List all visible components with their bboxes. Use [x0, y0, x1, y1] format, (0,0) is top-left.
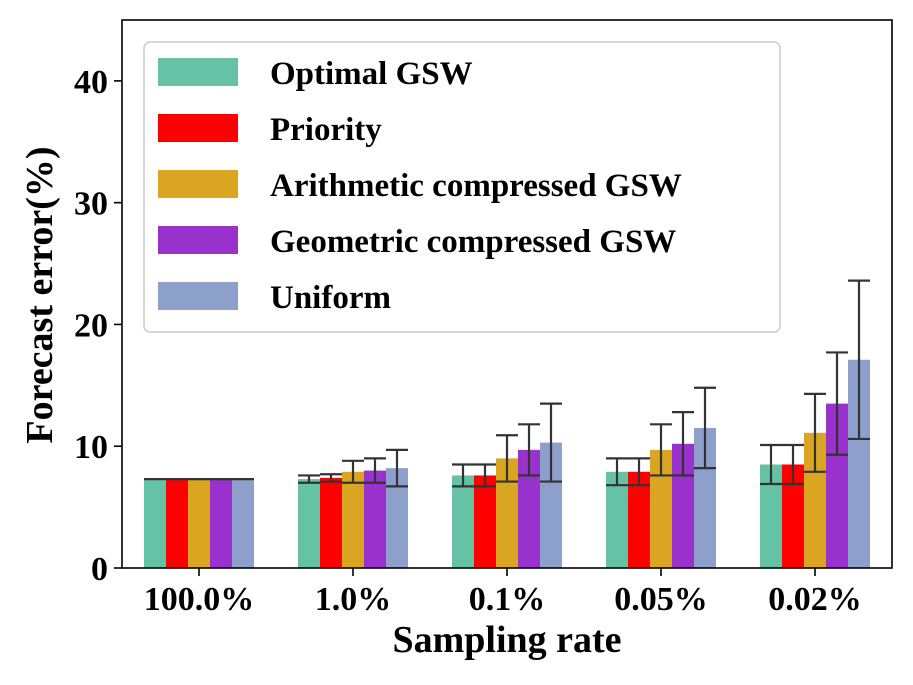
- series-arithmetic-compressed-gsw: [188, 392, 826, 568]
- bar: [518, 449, 540, 568]
- bar: [694, 427, 716, 568]
- legend: Optimal GSW Priority Arithmetic compressed…: [143, 41, 781, 333]
- legend-entry: Uniform: [270, 280, 391, 316]
- legend-swatch: [158, 114, 238, 142]
- x-tick-label: 1.0%: [315, 581, 392, 618]
- x-tick-label: 0.1%: [469, 581, 546, 618]
- legend-entry: Optimal GSW: [270, 56, 473, 92]
- legend-entry: Priority: [270, 112, 382, 148]
- legend-frame: [143, 41, 781, 333]
- x-tick-label: 0.05%: [614, 581, 708, 618]
- legend-swatch: [158, 58, 238, 86]
- bar: [452, 475, 474, 568]
- legend-entry: Geometric compressed GSW: [270, 224, 676, 260]
- bar: [364, 470, 386, 568]
- bar: [782, 464, 804, 568]
- bar: [606, 471, 628, 568]
- y-axis-label: Forecast error(%): [19, 146, 61, 443]
- bar: [826, 403, 848, 568]
- legend-entry: Arithmetic compressed GSW: [270, 168, 682, 204]
- y-tick-label: 0: [91, 551, 108, 588]
- bar: [496, 458, 518, 568]
- bar: [232, 479, 254, 568]
- bar: [210, 479, 232, 568]
- series-geometric-compressed-gsw: [210, 351, 848, 568]
- legend-swatch: [158, 282, 238, 310]
- bar: [386, 468, 408, 568]
- series-priority: [166, 443, 804, 568]
- series-optimal-gsw: [144, 443, 782, 568]
- legend-swatch: [158, 170, 238, 198]
- bar: [650, 449, 672, 568]
- bar: [474, 475, 496, 568]
- x-tick-label: 100.0%: [144, 581, 255, 618]
- bar: [166, 479, 188, 568]
- y-tick-label: 40: [74, 64, 108, 101]
- bar: [848, 359, 870, 568]
- legend-swatch: [158, 226, 238, 254]
- y-tick-label: 30: [74, 186, 108, 223]
- x-axis-label: Sampling rate: [392, 619, 621, 661]
- y-tick-label: 20: [74, 307, 108, 344]
- bar: [540, 442, 562, 568]
- series-uniform: [232, 279, 870, 568]
- bar: [342, 471, 364, 568]
- bar: [760, 464, 782, 568]
- bar: [298, 479, 320, 568]
- bar: [320, 477, 342, 568]
- bar: [804, 432, 826, 568]
- bar: [628, 471, 650, 568]
- plot-area: 0 10 20 30 40 100.0% 1.0% 0.1% 0.05% 0.02%: [74, 19, 893, 618]
- x-tick-label: 0.02%: [768, 581, 862, 618]
- bar: [144, 479, 166, 568]
- y-tick-label: 10: [74, 429, 108, 466]
- bar: [188, 479, 210, 568]
